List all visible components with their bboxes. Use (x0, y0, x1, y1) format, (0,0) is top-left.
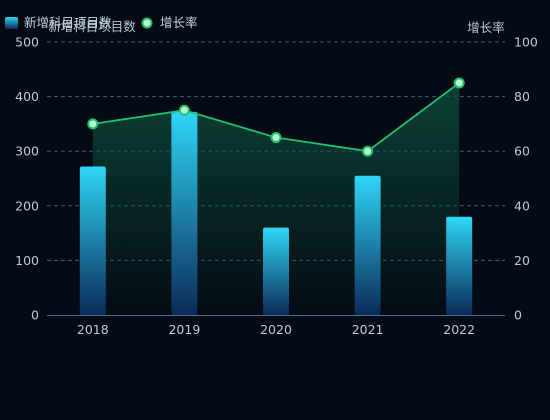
legend-line-label: 增长率 (160, 15, 198, 30)
left-axis-title: 新增科目项目数 (48, 19, 136, 34)
legend-bar-label: 新增科目项目数 (24, 15, 112, 30)
right-tick-label: 60 (514, 144, 530, 159)
right-tick-label: 20 (514, 253, 530, 268)
bar (79, 166, 106, 315)
legend-item-line[interactable]: 增长率 (141, 15, 198, 30)
x-tick-label: 2021 (352, 322, 384, 337)
left-tick-label: 0 (31, 308, 39, 323)
bar (171, 111, 198, 315)
legend-bar-swatch-icon (5, 17, 18, 29)
left-tick-label: 300 (15, 144, 39, 159)
legend: 新增科目项目数 增长率 (5, 15, 198, 30)
x-tick-label: 2022 (443, 322, 475, 337)
bar (446, 216, 473, 315)
legend-line-marker-icon (141, 17, 153, 29)
line-point (87, 118, 99, 130)
x-tick-label: 2020 (260, 322, 292, 337)
left-tick-label: 100 (15, 253, 39, 268)
x-tick-label: 2019 (168, 322, 200, 337)
right-tick-label: 0 (514, 308, 522, 323)
left-axis-ticks: 0 100 200 300 400 500 (15, 35, 39, 323)
bar (263, 227, 289, 315)
line-point (362, 145, 374, 157)
right-tick-label: 40 (514, 198, 530, 213)
bar (354, 175, 381, 315)
right-axis-title: 增长率 (467, 20, 505, 35)
bar-series (79, 111, 473, 315)
line-point (453, 77, 465, 89)
x-tick-label: 2018 (77, 322, 109, 337)
line-markers (87, 77, 465, 157)
right-tick-label: 80 (514, 89, 530, 104)
left-tick-label: 500 (15, 35, 39, 50)
legend-item-bars[interactable]: 新增科目项目数 (5, 15, 112, 30)
right-tick-label: 100 (514, 35, 538, 50)
line-point (178, 104, 190, 116)
x-axis-labels: 2018 2019 2020 2021 2022 (77, 322, 475, 337)
left-tick-label: 200 (15, 198, 39, 213)
line-point (270, 132, 282, 144)
left-tick-label: 400 (15, 89, 39, 104)
right-axis-ticks: 0 20 40 60 80 100 (514, 35, 538, 323)
